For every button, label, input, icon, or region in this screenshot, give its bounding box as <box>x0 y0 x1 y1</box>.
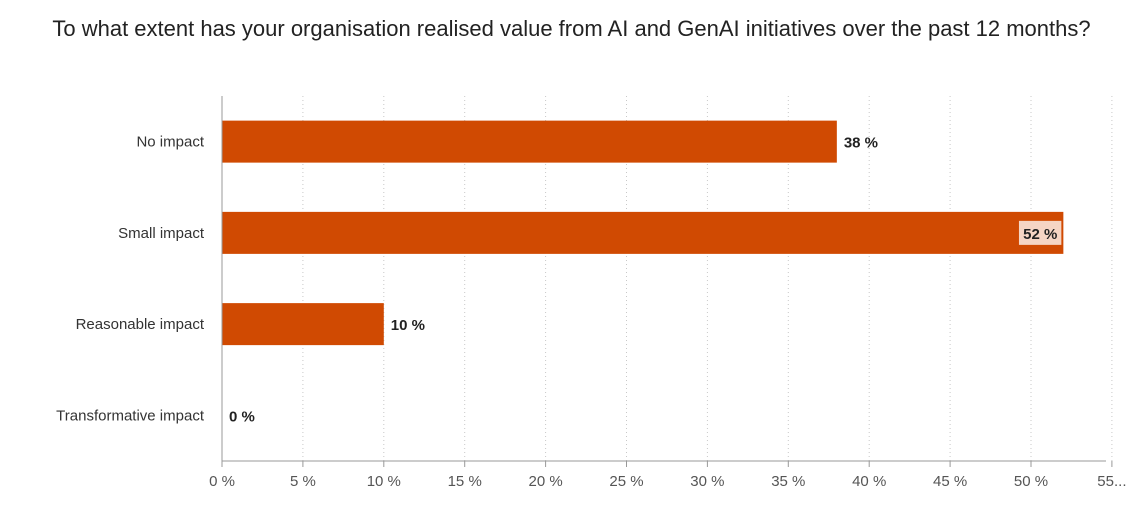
category-label: Transformative impact <box>56 407 205 424</box>
x-tick-label: 35 % <box>771 473 805 490</box>
category-label: Small impact <box>118 225 205 242</box>
x-tick-label: 10 % <box>367 473 401 490</box>
data-label: 0 % <box>229 408 255 425</box>
bar <box>222 303 384 346</box>
bar <box>222 120 837 163</box>
category-label: No impact <box>136 134 204 151</box>
x-tick-label: 45 % <box>933 473 967 490</box>
x-tick-label: 40 % <box>852 473 886 490</box>
data-label: 10 % <box>391 317 425 334</box>
chart-title: To what extent has your organisation rea… <box>52 16 1091 41</box>
labels: 0 % 5 % 10 % 15 % 20 % 25 % 30 % 35 % 40 % 45 % 50… <box>56 134 1126 490</box>
x-tick-label: 5 % <box>290 473 316 490</box>
x-tick-label: 50 % <box>1014 473 1048 490</box>
category-label: Reasonable impact <box>76 316 205 333</box>
bars <box>222 120 1064 346</box>
data-label-background <box>1018 220 1062 245</box>
x-tick-label: 0 % <box>209 473 235 490</box>
x-tick-label: 20 % <box>528 473 562 490</box>
x-tick-label: 15 % <box>448 473 482 490</box>
data-label: 38 % <box>844 135 878 152</box>
x-tick-label: 25 % <box>609 473 643 490</box>
bar <box>222 211 1064 254</box>
x-tick-label: 55... <box>1097 473 1126 490</box>
x-tick-label: 30 % <box>690 473 724 490</box>
data-label: 52 % <box>1023 226 1057 243</box>
